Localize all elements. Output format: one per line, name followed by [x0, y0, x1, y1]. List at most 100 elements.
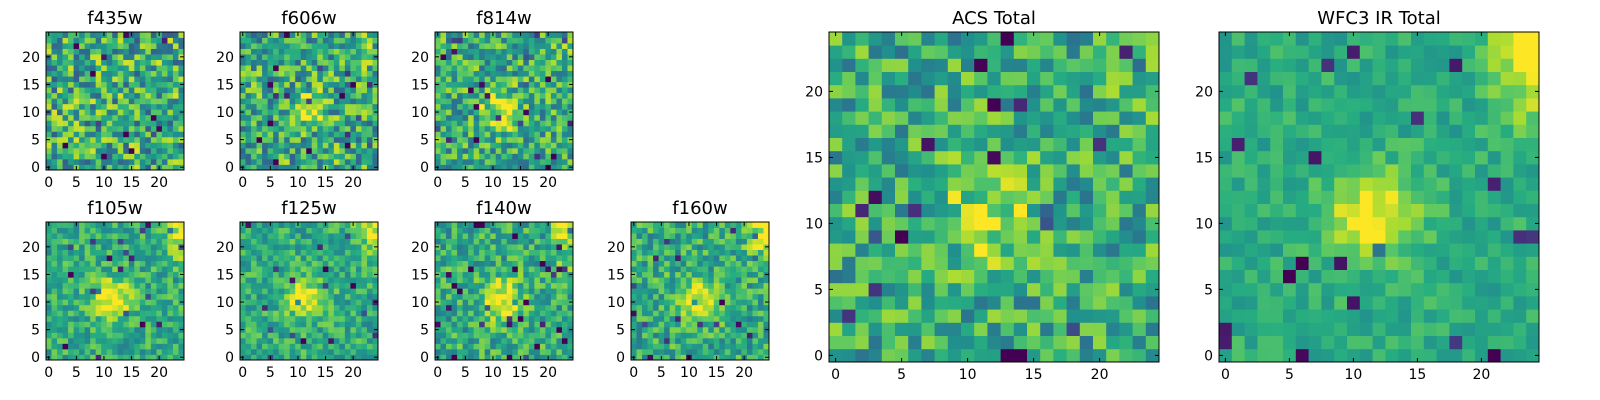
heatmap-cell: [1027, 190, 1041, 204]
heatmap-cell: [361, 43, 368, 49]
heatmap-cell: [62, 337, 69, 344]
heatmap-cell: [435, 131, 441, 138]
heatmap-cell: [642, 288, 648, 295]
heatmap-cell: [473, 249, 480, 256]
heatmap-cell: [101, 315, 108, 322]
heatmap-cell: [752, 277, 759, 284]
heatmap-cell: [517, 65, 524, 72]
heatmap-cell: [462, 158, 469, 165]
heatmap-cell: [300, 282, 307, 289]
heatmap-cell: [289, 260, 296, 267]
heatmap-cell: [262, 288, 268, 295]
heatmap-cell: [172, 158, 179, 165]
heatmap-cell: [534, 299, 541, 306]
heatmap-cell: [84, 348, 91, 355]
heatmap-cell: [746, 288, 753, 295]
heatmap-cell: [139, 222, 146, 228]
heatmap-cell: [468, 48, 475, 55]
heatmap-cell: [724, 222, 731, 228]
heatmap-cell: [79, 131, 86, 138]
heatmap-cell: [556, 43, 563, 49]
heatmap-cell: [278, 65, 285, 72]
heatmap-cell: [741, 249, 748, 256]
heatmap-cell: [556, 65, 563, 72]
heatmap-cell: [172, 37, 179, 44]
heatmap-cell: [842, 335, 856, 350]
heatmap-cell: [84, 343, 91, 350]
heatmap-cell: [167, 98, 174, 105]
heatmap-cell: [73, 337, 80, 344]
heatmap-cell: [73, 136, 80, 143]
heatmap-cell: [333, 147, 340, 154]
heatmap-cell: [539, 87, 546, 94]
heatmap-cell: [317, 288, 324, 295]
heatmap-cell: [278, 233, 285, 239]
heatmap-cell: [895, 256, 909, 270]
x-tick-label: 20: [539, 365, 557, 381]
heatmap-cell: [653, 266, 659, 273]
heatmap-cell: [344, 114, 351, 121]
heatmap-cell: [57, 348, 63, 355]
y-tick-label: 5: [31, 323, 40, 339]
heatmap-cell: [446, 76, 452, 83]
heatmap-cell: [84, 81, 91, 88]
heatmap-cell: [73, 81, 80, 88]
heatmap-cell: [1093, 216, 1107, 231]
heatmap-cell: [675, 315, 682, 322]
heatmap-cell: [506, 244, 513, 250]
heatmap-cell: [256, 343, 263, 350]
heatmap-cell: [117, 32, 124, 38]
heatmap-cell: [523, 59, 530, 66]
heatmap-cell: [172, 277, 179, 284]
heatmap-cell: [1040, 256, 1054, 270]
heatmap-cell: [284, 315, 291, 322]
heatmap-cell: [68, 222, 74, 228]
heatmap-cell: [128, 87, 135, 94]
heatmap-cell: [473, 304, 480, 311]
heatmap-cell: [306, 153, 313, 160]
heatmap-cell: [495, 59, 502, 66]
heatmap-cell: [134, 98, 141, 105]
heatmap-cell: [974, 296, 988, 310]
x-tick-label: 20: [150, 365, 168, 381]
heatmap-cell: [344, 131, 351, 138]
heatmap-cell: [934, 282, 949, 297]
heatmap-cell: [440, 125, 447, 132]
heatmap-cell: [735, 277, 742, 284]
heatmap-cell: [895, 203, 909, 218]
heatmap-cell: [528, 288, 535, 295]
heatmap-cell: [134, 32, 141, 38]
heatmap-cell: [134, 37, 141, 44]
heatmap-cell: [517, 81, 524, 88]
heatmap-cell: [172, 348, 179, 355]
heatmap-cell: [462, 43, 469, 49]
heatmap-cell: [79, 81, 86, 88]
heatmap-cell: [328, 92, 335, 99]
heatmap-cell: [523, 92, 530, 99]
heatmap-cell: [974, 190, 988, 204]
heatmap-cell: [675, 255, 682, 262]
heatmap-cell: [128, 288, 135, 295]
heatmap-cell: [752, 332, 759, 339]
heatmap-cell: [289, 54, 296, 60]
heatmap-cell: [84, 337, 91, 344]
heatmap-cell: [636, 266, 643, 273]
heatmap-cell: [300, 76, 307, 83]
heatmap-cell: [697, 299, 704, 306]
heatmap-cell: [167, 114, 174, 121]
heatmap-cell: [112, 293, 119, 300]
heatmap-cell: [317, 37, 324, 44]
heatmap-cell: [495, 103, 502, 110]
heatmap-cell: [73, 48, 80, 55]
heatmap-cell: [172, 304, 179, 311]
heatmap-cell: [161, 238, 168, 245]
heatmap-cell: [90, 288, 97, 295]
heatmap-cell: [567, 255, 574, 262]
heatmap-cell: [440, 244, 447, 250]
heatmap-cell: [462, 238, 469, 245]
heatmap-cell: [556, 142, 563, 149]
heatmap-cell: [523, 260, 530, 267]
heatmap-cell: [328, 32, 335, 38]
heatmap-cell: [172, 147, 179, 154]
heatmap-cell: [506, 92, 513, 99]
